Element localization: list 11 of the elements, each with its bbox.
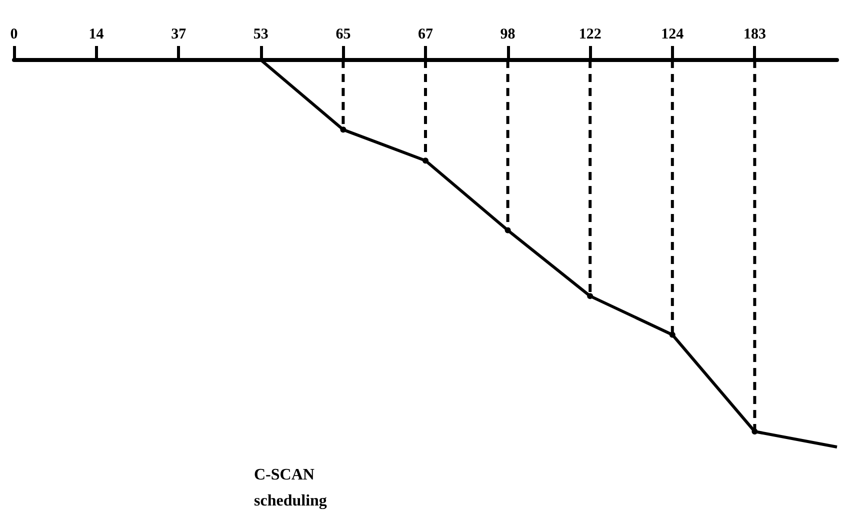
text: C-SCAN scheduling <box>254 466 327 510</box>
x-tick-label: 122 <box>578 26 602 42</box>
x-tick-label: 67 <box>418 26 434 42</box>
x-tick-label: 98 <box>500 26 516 42</box>
x-tick-label: 53 <box>253 26 268 42</box>
x-tick-label: 183 <box>743 26 766 42</box>
x-tick-label: 0 <box>10 26 18 42</box>
x-tick-label: 65 <box>336 26 351 42</box>
x-tick-label: 37 <box>171 26 187 42</box>
x-tick-label: 14 <box>88 26 104 42</box>
x-tick-label: 124 <box>661 26 684 42</box>
